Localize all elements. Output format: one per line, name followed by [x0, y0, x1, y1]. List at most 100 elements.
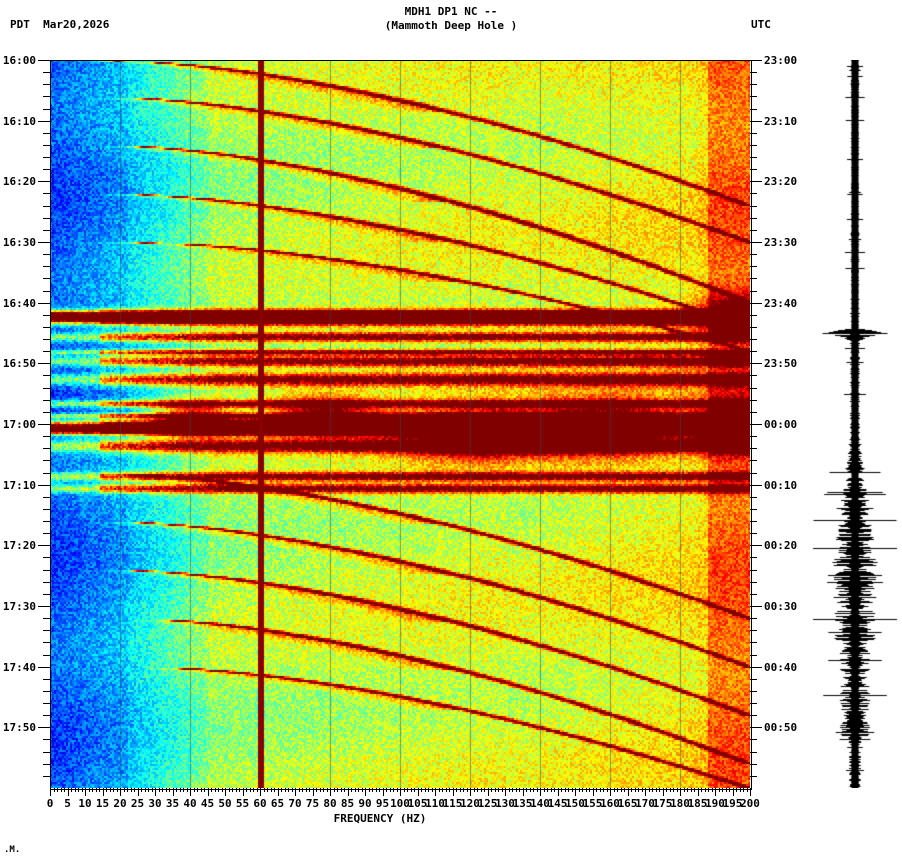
x-minor-tick	[585, 788, 587, 792]
spectrogram-canvas[interactable]	[50, 60, 750, 788]
x-minor-tick	[372, 788, 373, 792]
y-right-minor-tick	[750, 157, 757, 159]
y-left-major-tick	[38, 727, 50, 729]
x-major-tick	[557, 788, 559, 796]
y-right-major-tick	[750, 181, 762, 183]
x-minor-tick	[701, 788, 702, 792]
x-tick-label: 60	[253, 797, 267, 810]
y-right-minor-tick	[750, 254, 757, 256]
x-minor-tick	[127, 788, 128, 792]
y-left-minor-tick	[43, 569, 50, 571]
x-minor-tick	[431, 788, 433, 792]
x-major-tick	[575, 788, 576, 796]
y-left-tick-label: 17:10	[2, 478, 36, 492]
x-minor-tick	[634, 788, 636, 792]
x-minor-tick	[396, 788, 398, 792]
x-minor-tick	[78, 788, 79, 792]
x-major-tick	[680, 788, 681, 796]
x-minor-tick	[88, 788, 90, 792]
y-right-tick-label: 23:20	[764, 175, 798, 189]
x-axis-title: FREQUENCY (HZ)	[333, 812, 427, 825]
x-minor-tick	[564, 788, 566, 792]
y-left-tick-label: 16:40	[2, 296, 36, 310]
x-major-tick	[190, 788, 191, 796]
x-minor-tick	[302, 788, 303, 792]
x-minor-tick	[515, 788, 517, 792]
y-right-major-tick	[750, 666, 762, 668]
x-minor-tick	[165, 788, 167, 792]
x-minor-tick	[386, 788, 387, 792]
x-minor-tick	[603, 788, 604, 792]
y-right-tick-label: 23:30	[764, 236, 798, 249]
x-minor-tick	[95, 788, 97, 792]
y-right-minor-tick	[750, 533, 757, 535]
x-tick-label: 75	[305, 797, 320, 810]
y-left-minor-tick	[43, 193, 50, 195]
y-right-minor-tick	[750, 618, 757, 620]
x-minor-tick	[158, 788, 160, 792]
y-right-minor-tick	[750, 72, 757, 74]
y-left-minor-tick	[43, 387, 50, 389]
y-right-minor-tick	[750, 326, 757, 328]
y-left-tick-label: 16:30	[2, 236, 36, 249]
x-tick-label: 140	[530, 797, 550, 810]
x-minor-tick	[596, 788, 597, 792]
x-minor-tick	[512, 788, 513, 792]
x-minor-tick	[708, 788, 709, 792]
x-minor-tick	[508, 788, 510, 792]
x-minor-tick	[673, 788, 674, 792]
x-minor-tick	[725, 788, 727, 792]
x-minor-tick	[746, 788, 748, 792]
x-major-tick	[50, 788, 51, 796]
x-minor-tick	[235, 788, 237, 792]
x-minor-tick	[407, 788, 408, 792]
x-minor-tick	[571, 788, 573, 792]
x-tick-label: 10	[78, 797, 92, 810]
x-major-tick	[627, 788, 629, 796]
y-right-minor-tick	[750, 205, 757, 207]
x-minor-tick	[722, 788, 723, 792]
x-tick-label: 125	[477, 797, 498, 810]
x-minor-tick	[652, 788, 653, 792]
y-right-minor-tick	[750, 399, 757, 401]
x-minor-tick	[354, 788, 356, 792]
x-minor-tick	[480, 788, 482, 792]
x-minor-tick	[578, 788, 580, 792]
x-minor-tick	[186, 788, 188, 792]
y-right-minor-tick	[750, 751, 757, 753]
x-minor-tick	[648, 788, 650, 792]
y-left-minor-tick	[43, 266, 50, 268]
y-left-minor-tick	[43, 108, 50, 110]
x-major-tick	[697, 788, 699, 796]
x-major-tick	[452, 788, 454, 796]
y-right-minor-tick	[750, 290, 757, 292]
x-minor-tick	[53, 788, 55, 792]
x-tick-label: 160	[600, 797, 620, 810]
y-right-tick-label: 23:50	[764, 357, 798, 371]
x-major-tick	[365, 788, 366, 796]
x-tick-label: 200	[740, 797, 760, 810]
y-left-minor-tick	[43, 581, 50, 583]
x-minor-tick	[620, 788, 622, 792]
x-minor-tick	[162, 788, 163, 792]
x-minor-tick	[554, 788, 555, 792]
x-tick-label: 135	[512, 797, 533, 810]
y-axis-right-utc: 23:00 23:10 23:20 23:30 23:40 23:50 00:00 00:10…	[750, 54, 840, 790]
spectrogram-plot[interactable]	[50, 60, 750, 788]
x-minor-tick	[344, 788, 345, 792]
x-tick-label: 180	[670, 797, 690, 810]
x-minor-tick	[92, 788, 93, 792]
y-left-minor-tick	[43, 690, 50, 692]
x-minor-tick	[193, 788, 195, 792]
x-minor-tick	[711, 788, 713, 792]
x-major-tick	[487, 788, 489, 796]
x-minor-tick	[148, 788, 149, 792]
x-tick-label: 155	[582, 797, 603, 810]
x-minor-tick	[288, 788, 289, 792]
x-minor-tick	[316, 788, 317, 792]
y-left-minor-tick	[43, 654, 50, 656]
x-minor-tick	[617, 788, 618, 792]
header-utc-timezone: UTC	[751, 18, 771, 31]
x-minor-tick	[729, 788, 730, 792]
y-right-minor-tick	[750, 496, 757, 498]
